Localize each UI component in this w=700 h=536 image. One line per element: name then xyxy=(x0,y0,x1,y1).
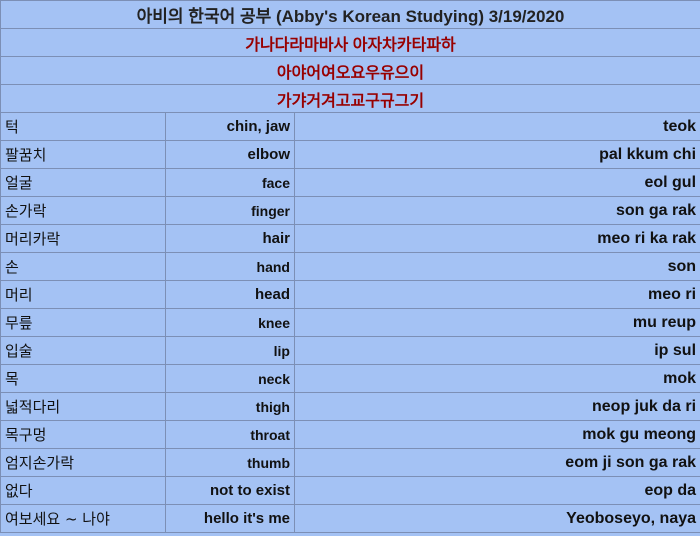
table-row: 목 neck mok xyxy=(0,364,700,393)
table-row: 여보세요 ~ 나야 hello it's me Yeoboseyo, naya xyxy=(0,504,700,533)
romanization-cell[interactable]: Yeoboseyo, naya xyxy=(293,504,700,533)
english-meaning-cell[interactable]: face xyxy=(165,168,295,197)
romanization-cell[interactable]: pal kkum chi xyxy=(293,140,700,169)
syllable-line[interactable]: 가갸거겨고교구규그기 xyxy=(0,84,700,113)
english-meaning-cell[interactable]: neck xyxy=(165,364,295,393)
romanization-cell[interactable]: son xyxy=(293,252,700,281)
romanization-cell[interactable]: mok xyxy=(293,364,700,393)
table-row: 무릎 knee mu reup xyxy=(0,308,700,337)
english-meaning-cell[interactable]: lip xyxy=(165,336,295,365)
table-row: 엄지손가락 thumb eom ji son ga rak xyxy=(0,448,700,477)
korean-word-cell[interactable]: 머리 xyxy=(0,280,166,309)
english-meaning-cell[interactable]: finger xyxy=(165,196,295,225)
romanization-cell[interactable]: eop da xyxy=(293,476,700,505)
romanization-cell[interactable]: eom ji son ga rak xyxy=(293,448,700,477)
english-meaning-cell[interactable]: elbow xyxy=(165,140,295,169)
korean-word-cell[interactable]: 목 xyxy=(0,364,166,393)
english-meaning-cell[interactable]: not to exist xyxy=(165,476,295,505)
table-row: 목구멍 throat mok gu meong xyxy=(0,420,700,449)
romanization-cell[interactable]: teok xyxy=(293,112,700,141)
english-meaning-cell[interactable]: hair xyxy=(165,224,295,253)
english-meaning-cell[interactable]: knee xyxy=(165,308,295,337)
english-meaning-cell[interactable]: chin, jaw xyxy=(165,112,295,141)
romanization-cell[interactable]: neop juk da ri xyxy=(293,392,700,421)
consonant-line[interactable]: 가나다라마바사 아자차카타파하 xyxy=(0,28,700,57)
english-meaning-cell[interactable]: hello it's me xyxy=(165,504,295,533)
korean-word-cell[interactable]: 입술 xyxy=(0,336,166,365)
korean-word-cell[interactable]: 목구멍 xyxy=(0,420,166,449)
korean-word-cell[interactable]: 머리카락 xyxy=(0,224,166,253)
romanization-cell[interactable]: ip sul xyxy=(293,336,700,365)
korean-word-cell[interactable]: 무릎 xyxy=(0,308,166,337)
table-row: 팔꿈치 elbow pal kkum chi xyxy=(0,140,700,169)
korean-word-cell[interactable]: 없다 xyxy=(0,476,166,505)
romanization-cell[interactable]: mok gu meong xyxy=(293,420,700,449)
table-row: 얼굴 face eol gul xyxy=(0,168,700,197)
romanization-cell[interactable]: son ga rak xyxy=(293,196,700,225)
korean-word-cell[interactable]: 얼굴 xyxy=(0,168,166,197)
korean-word-cell[interactable]: 넓적다리 xyxy=(0,392,166,421)
romanization-cell[interactable]: meo ri ka rak xyxy=(293,224,700,253)
table-row: 손가락 finger son ga rak xyxy=(0,196,700,225)
korean-word-cell[interactable]: 여보세요 ~ 나야 xyxy=(0,504,166,533)
romanization-cell[interactable]: meo ri xyxy=(293,280,700,309)
korean-word-cell[interactable]: 손 xyxy=(0,252,166,281)
korean-word-cell[interactable]: 팔꿈치 xyxy=(0,140,166,169)
english-meaning-cell[interactable]: thumb xyxy=(165,448,295,477)
table-row: 없다 not to exist eop da xyxy=(0,476,700,505)
table-row: 머리카락 hair meo ri ka rak xyxy=(0,224,700,253)
korean-word-cell[interactable]: 턱 xyxy=(0,112,166,141)
vowel-line[interactable]: 아야어여오요우유으이 xyxy=(0,56,700,85)
english-meaning-cell[interactable]: head xyxy=(165,280,295,309)
english-meaning-cell[interactable]: throat xyxy=(165,420,295,449)
table-row: 손 hand son xyxy=(0,252,700,281)
korean-word-cell[interactable]: 엄지손가락 xyxy=(0,448,166,477)
table-row: 턱 chin, jaw teok xyxy=(0,112,700,141)
english-meaning-cell[interactable]: thigh xyxy=(165,392,295,421)
korean-word-cell[interactable]: 손가락 xyxy=(0,196,166,225)
table-row: 입술 lip ip sul xyxy=(0,336,700,365)
romanization-cell[interactable]: mu reup xyxy=(293,308,700,337)
table-row: 머리 head meo ri xyxy=(0,280,700,309)
romanization-cell[interactable]: eol gul xyxy=(293,168,700,197)
table-row: 넓적다리 thigh neop juk da ri xyxy=(0,392,700,421)
sheet-title[interactable]: 아비의 한국어 공부 (Abby's Korean Studying) 3/19… xyxy=(0,0,700,29)
english-meaning-cell[interactable]: hand xyxy=(165,252,295,281)
